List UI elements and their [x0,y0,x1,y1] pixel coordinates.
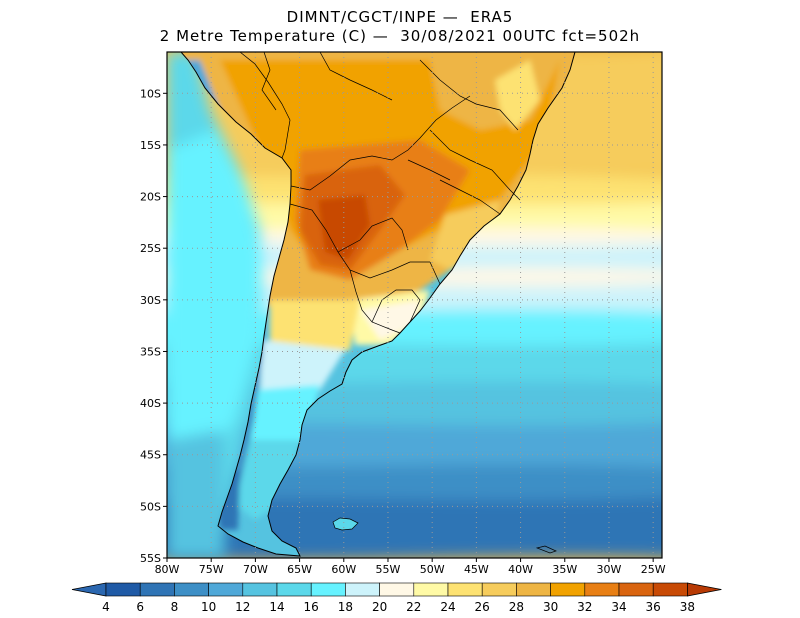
colorbar-label: 36 [646,600,661,614]
border-line [349,269,401,334]
lon-axis: 80W 75W 70W 65W 60W 55W 50W 45W 40W 35W 30W 25W [155,558,666,576]
lat-tick-label: 10S [140,87,161,100]
lat-tick-label: 25S [140,242,161,255]
colorbar-label: 34 [611,600,626,614]
border-line [419,59,519,131]
border-line [261,52,277,111]
lat-tick-label: 35S [140,345,161,358]
lon-tick-label: 55W [376,563,401,576]
colorbar-label: 4 [102,600,110,614]
border-line [371,289,421,323]
colorbar-label: 16 [304,600,319,614]
colorbar-segment [379,582,415,597]
colorbar-segment [584,582,620,597]
lon-tick-label: 45W [464,563,489,576]
lon-tick-label: 35W [552,563,577,576]
country-borders [239,52,521,334]
lon-tick-label: 50W [420,563,445,576]
chart-title: DIMNT/CGCT/INPE — ERA5 [286,8,514,26]
colorbar-label: 24 [440,600,455,614]
colorbar-segment [208,582,244,597]
lon-tick-label: 60W [331,563,356,576]
colorbar-segment [310,582,346,597]
colorbar-segment [550,582,586,597]
border-line [407,159,451,181]
lon-tick-label: 25W [641,563,666,576]
colorbar-segment [618,582,654,597]
border-line [239,52,291,159]
colorbar: 4 6 8 10 12 14 16 18 20 22 24 26 28 30 32 34 36 38 [71,582,722,614]
pacific-south [167,430,225,558]
border-line [429,129,521,201]
colorbar-label: 6 [136,600,144,614]
lat-tick-label: 15S [140,139,161,152]
colorbar-segment [413,582,449,597]
colorbar-label: 18 [338,600,353,614]
colorbar-label: 32 [577,600,592,614]
colorbar-segment [139,582,175,597]
colorbar-high-arrow [687,582,722,597]
colorbar-label: 28 [509,600,524,614]
colorbar-label: 10 [201,600,216,614]
colorbar-segment [481,582,517,597]
colorbar-segment [447,582,483,597]
land-temperature-region [495,60,540,130]
ocean-band [167,497,662,558]
colorbar-label: 26 [475,600,490,614]
colorbar-label: 14 [269,600,284,614]
lon-tick-label: 30W [597,563,622,576]
lat-tick-label: 50S [140,500,161,513]
colorbar-label: 38 [680,600,695,614]
border-line [337,217,409,253]
colorbar-segment [276,582,312,597]
border-line [319,52,393,101]
coastlines [180,52,576,557]
colorbar-low-arrow [71,582,107,597]
lat-axis: 10S 15S 20S 25S 30S 35S 40S 45S 50S 55S [140,87,167,565]
colorbar-label: 20 [372,600,387,614]
lat-tick-label: 40S [140,397,161,410]
colorbar-label: 22 [406,600,421,614]
lon-tick-label: 65W [287,563,312,576]
colorbar-label: 8 [171,600,179,614]
lat-tick-label: 30S [140,294,161,307]
temperature-field [167,52,662,558]
land-temperature-region [360,300,420,340]
lon-tick-label: 80W [155,563,180,576]
plot-frame [166,51,663,559]
colorbar-segment [174,582,209,597]
border-line [290,95,471,191]
border-line [439,179,501,215]
colorbar-label: 30 [543,600,558,614]
colorbar-segment [516,582,551,597]
lon-tick-label: 70W [243,563,268,576]
colorbar-segment [242,582,278,597]
ocean-band [167,464,662,507]
lat-tick-label: 45S [140,449,161,462]
lat-tick-label: 20S [140,191,161,204]
border-line [429,261,441,285]
colorbar-label: 12 [235,600,250,614]
lon-tick-label: 40W [508,563,533,576]
chart-subtitle: 2 Metre Temperature (C) — 30/08/2021 00U… [159,27,641,45]
colorbar-segment [652,582,688,597]
pacific-cool-2 [167,130,262,470]
colorbar-segment [345,582,380,597]
falkland-islands [332,517,359,531]
lon-tick-label: 75W [199,563,224,576]
colorbar-segment [105,582,141,597]
lat-tick-label: 55S [140,552,161,565]
